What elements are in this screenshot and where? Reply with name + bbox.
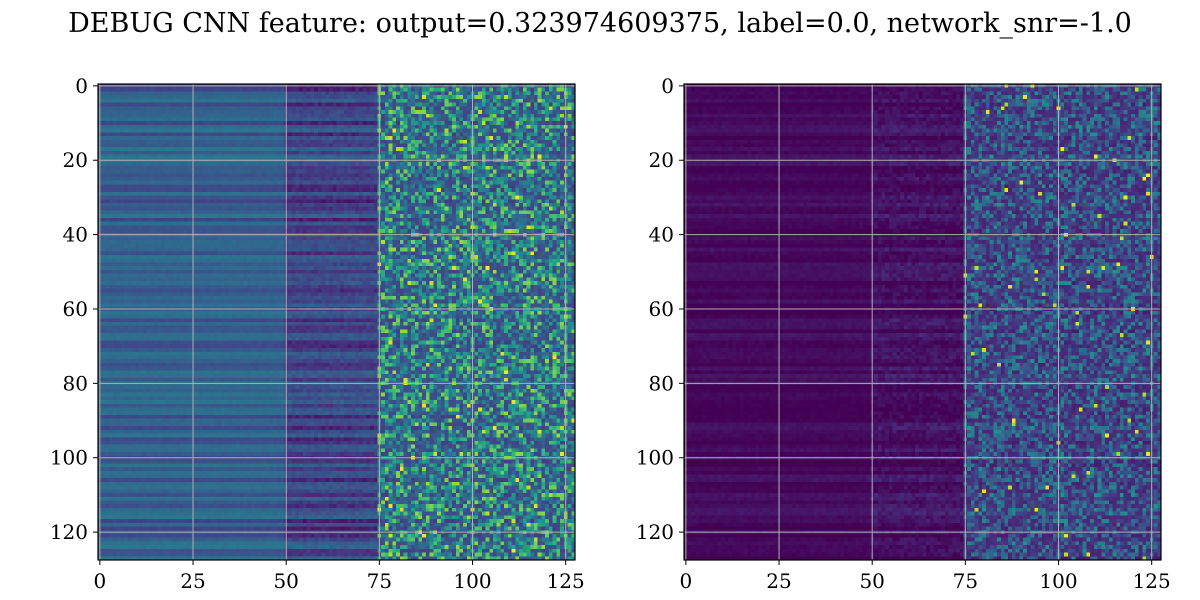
y-tick-label: 60 [63, 297, 88, 321]
y-tick-label: 0 [75, 74, 88, 98]
heatmap-right: 0 25 50 75 100 125 0 20 40 60 80 100 120 [636, 74, 1171, 593]
y-tick-label: 100 [50, 446, 88, 470]
x-tick-label: 100 [453, 569, 491, 593]
y-tick-label: 120 [636, 520, 674, 544]
heatmap-image [98, 84, 575, 560]
axes-frame [683, 83, 1162, 561]
y-tick-label: 80 [63, 371, 88, 395]
x-tick-label: 0 [679, 569, 692, 593]
y-tick-label: 120 [50, 520, 88, 544]
y-tick-label: 40 [649, 223, 674, 247]
x-tick-label: 0 [93, 569, 106, 593]
y-tick-label: 20 [63, 148, 88, 172]
x-tick-label: 50 [859, 569, 884, 593]
x-tick-label: 125 [1133, 569, 1171, 593]
x-tick-label: 25 [180, 569, 205, 593]
y-tick-label: 0 [661, 74, 674, 98]
y-tick-label: 80 [649, 371, 674, 395]
x-tick-label: 50 [273, 569, 298, 593]
x-tick-label: 125 [547, 569, 585, 593]
y-tick-label: 60 [649, 297, 674, 321]
heatmap-image [684, 84, 1161, 560]
x-tick-label: 75 [367, 569, 392, 593]
x-tick-label: 75 [953, 569, 978, 593]
x-tick-label: 25 [766, 569, 791, 593]
x-tick-label: 100 [1039, 569, 1077, 593]
axes-frame [97, 83, 576, 561]
y-tick-label: 100 [636, 446, 674, 470]
y-tick-label: 40 [63, 223, 88, 247]
figure-title: DEBUG CNN feature: output=0.323974609375… [68, 8, 1132, 39]
heatmap-left: 0 25 50 75 100 125 0 20 40 60 80 100 120 [50, 74, 585, 593]
y-tick-label: 20 [649, 148, 674, 172]
